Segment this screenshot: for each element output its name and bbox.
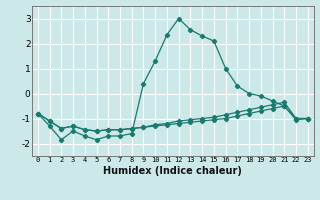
X-axis label: Humidex (Indice chaleur): Humidex (Indice chaleur)	[103, 166, 242, 176]
